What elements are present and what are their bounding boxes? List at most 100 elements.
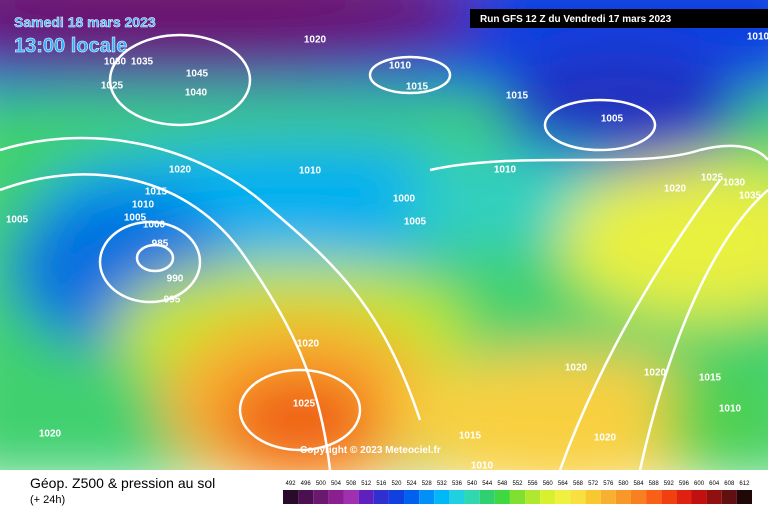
scale-label: 512 bbox=[361, 481, 372, 487]
time: 13:00 locale bbox=[14, 35, 127, 57]
isobar-label: 1030 bbox=[723, 178, 746, 189]
color-scale: 492 496 500 504 508 512 516 520 524 528 532 536 540 5… bbox=[283, 481, 752, 504]
isobar-label: 1015 bbox=[145, 187, 168, 198]
scale-label: 584 bbox=[634, 481, 645, 487]
scale-swatch bbox=[646, 490, 662, 504]
scale-swatch bbox=[540, 490, 556, 504]
scale-label: 544 bbox=[482, 481, 493, 487]
isobar-label: 1045 bbox=[186, 69, 209, 80]
scale-swatch bbox=[661, 490, 677, 504]
scale-swatch bbox=[525, 490, 541, 504]
scale-swatch bbox=[585, 490, 601, 504]
isobar-label: 1020 bbox=[664, 184, 687, 195]
scale-swatch bbox=[630, 490, 647, 504]
scale-label: 552 bbox=[512, 481, 523, 487]
scale-swatch bbox=[736, 490, 752, 504]
scale-swatch bbox=[358, 490, 374, 504]
scale-label: 576 bbox=[603, 481, 614, 487]
scale-label: 524 bbox=[407, 481, 418, 487]
isobar-label: 1020 bbox=[644, 368, 667, 379]
isobar-label: 1020 bbox=[304, 35, 327, 46]
scale-swatch bbox=[404, 490, 420, 504]
isobar-label: 1000 bbox=[393, 194, 416, 205]
isobar-label: 1005 bbox=[6, 215, 29, 226]
scale-swatch bbox=[691, 490, 707, 504]
scale-swatch bbox=[570, 490, 586, 504]
scale-label: 516 bbox=[376, 481, 387, 487]
scale-swatch bbox=[479, 490, 495, 504]
isobar-label: 1010 bbox=[747, 32, 768, 43]
scale-swatch bbox=[721, 490, 737, 504]
isobar-label: 1020 bbox=[39, 429, 62, 440]
isobar-label: 990 bbox=[167, 274, 184, 285]
scale-swatch bbox=[313, 490, 329, 504]
isobar-label: 1015 bbox=[406, 82, 429, 93]
scale-swatch bbox=[706, 490, 722, 504]
isobar-label: 1000 bbox=[143, 220, 166, 231]
scale-swatch bbox=[676, 490, 692, 504]
copyright: Copyright © 2023 Meteociel.fr bbox=[300, 445, 441, 456]
isobar-label: 1010 bbox=[494, 165, 517, 176]
date: Samedi 18 mars 2023 bbox=[14, 14, 156, 30]
scale-label: 604 bbox=[709, 481, 720, 487]
isobar-label: 1040 bbox=[185, 88, 208, 99]
scale-swatch bbox=[419, 490, 435, 504]
scale-label: 600 bbox=[694, 481, 705, 487]
isobar-label: 1015 bbox=[699, 373, 722, 384]
scale-swatch bbox=[600, 490, 616, 504]
scale-swatch bbox=[328, 490, 344, 504]
scale-swatch bbox=[449, 490, 465, 504]
isobar-label: 1010 bbox=[299, 166, 322, 177]
isobar-label: 1010 bbox=[719, 404, 742, 415]
scale-swatch bbox=[509, 490, 526, 504]
isobar-label: 1035 bbox=[739, 191, 762, 202]
isobar-label: 1020 bbox=[565, 363, 588, 374]
isobar-label: 1015 bbox=[459, 431, 482, 442]
scale-swatch bbox=[494, 490, 510, 504]
isobar-labels: 1020 1030 1035 1045 1040 1025 1010 1015 1015 1005… bbox=[6, 32, 768, 472]
scale-label: 612 bbox=[739, 481, 750, 487]
scale-swatch bbox=[464, 490, 480, 504]
scale-label: 536 bbox=[452, 481, 463, 487]
isobar-label: 1010 bbox=[471, 461, 494, 472]
scale-label: 508 bbox=[346, 481, 357, 487]
scale-swatch bbox=[388, 490, 405, 504]
isobar-label: 1035 bbox=[131, 57, 154, 68]
scale-label: 548 bbox=[497, 481, 508, 487]
isobar-label: 1030 bbox=[104, 57, 127, 68]
scale-label: 528 bbox=[422, 481, 433, 487]
footer-title: Géop. Z500 & pression au sol bbox=[30, 475, 215, 491]
isobar-label: 1010 bbox=[132, 200, 155, 211]
scale-label: 596 bbox=[679, 481, 690, 487]
scale-swatch bbox=[298, 490, 314, 504]
scale-label: 504 bbox=[331, 481, 342, 487]
isobar-label: 985 bbox=[152, 239, 169, 250]
scale-label: 496 bbox=[301, 481, 312, 487]
isobar-label: 1015 bbox=[506, 91, 529, 102]
isobar-label: 1005 bbox=[601, 114, 624, 125]
isobar-label: 1020 bbox=[594, 433, 617, 444]
scale-swatch bbox=[434, 490, 450, 504]
isobars bbox=[0, 33, 768, 471]
isobar-label: 1025 bbox=[101, 81, 124, 92]
isobar-label: 1005 bbox=[404, 217, 427, 228]
isobar-label: 1020 bbox=[169, 165, 192, 176]
isobar-label: 1025 bbox=[701, 173, 724, 184]
scale-label: 520 bbox=[391, 481, 402, 487]
isobar-label: 1025 bbox=[293, 399, 316, 410]
scale-swatch bbox=[373, 490, 389, 504]
isobar-label: 1010 bbox=[389, 61, 412, 72]
run-info: Run GFS 12 Z du Vendredi 17 mars 2023 bbox=[480, 14, 672, 25]
scale-label: 540 bbox=[467, 481, 478, 487]
isobar-label: 1020 bbox=[297, 339, 320, 350]
scale-label: 592 bbox=[664, 481, 675, 487]
scale-swatch bbox=[555, 490, 571, 504]
run-box bbox=[470, 9, 768, 28]
isobar-label: 995 bbox=[164, 295, 181, 306]
scale-label: 564 bbox=[558, 481, 569, 487]
scale-label: 492 bbox=[286, 481, 297, 487]
isobar-label: 1005 bbox=[124, 213, 147, 224]
scale-label: 580 bbox=[618, 481, 629, 487]
scale-swatch bbox=[615, 490, 631, 504]
